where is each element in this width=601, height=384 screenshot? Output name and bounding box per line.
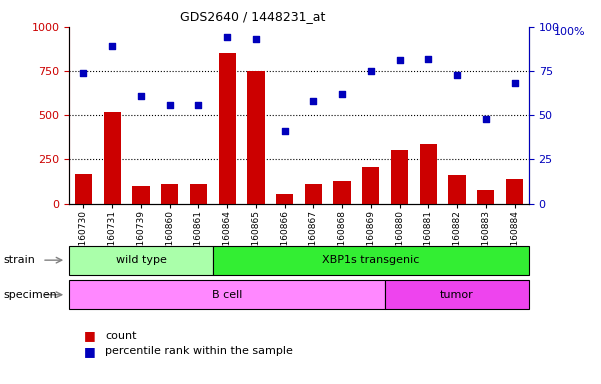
Bar xyxy=(362,167,379,204)
Point xyxy=(452,71,462,78)
Point xyxy=(194,101,203,108)
Text: percentile rank within the sample: percentile rank within the sample xyxy=(105,346,293,356)
Point xyxy=(308,98,318,104)
Point xyxy=(222,35,232,41)
Bar xyxy=(247,71,264,204)
Point xyxy=(424,56,433,62)
Text: ■: ■ xyxy=(84,345,96,358)
Text: tumor: tumor xyxy=(440,290,474,300)
Bar xyxy=(477,190,495,204)
Bar xyxy=(103,112,121,204)
Point xyxy=(337,91,347,97)
Point xyxy=(280,128,290,134)
Bar xyxy=(69,246,213,275)
Point xyxy=(79,70,88,76)
Text: wild type: wild type xyxy=(115,255,166,265)
Bar xyxy=(391,150,408,204)
Text: strain: strain xyxy=(3,255,35,265)
Bar xyxy=(448,175,466,204)
Point xyxy=(395,57,404,63)
Bar xyxy=(219,53,236,204)
Bar xyxy=(385,280,529,309)
Point xyxy=(366,68,376,74)
Bar xyxy=(334,182,351,204)
Point xyxy=(510,80,519,86)
Bar xyxy=(305,184,322,204)
Point xyxy=(165,101,174,108)
Point xyxy=(251,36,261,42)
Bar xyxy=(419,144,437,204)
Text: B cell: B cell xyxy=(212,290,242,300)
Text: 100%: 100% xyxy=(554,27,586,37)
Text: XBP1s transgenic: XBP1s transgenic xyxy=(322,255,419,265)
Bar xyxy=(69,280,385,309)
Text: count: count xyxy=(105,331,136,341)
Point xyxy=(136,93,146,99)
Bar xyxy=(190,184,207,204)
Text: ■: ■ xyxy=(84,329,96,343)
Bar xyxy=(213,246,529,275)
Point xyxy=(481,116,490,122)
Text: GDS2640 / 1448231_at: GDS2640 / 1448231_at xyxy=(180,10,325,23)
Bar xyxy=(75,174,92,204)
Bar xyxy=(276,194,293,204)
Text: specimen: specimen xyxy=(3,290,56,300)
Bar xyxy=(506,179,523,204)
Bar xyxy=(161,184,178,204)
Point xyxy=(108,43,117,50)
Bar xyxy=(132,186,150,204)
